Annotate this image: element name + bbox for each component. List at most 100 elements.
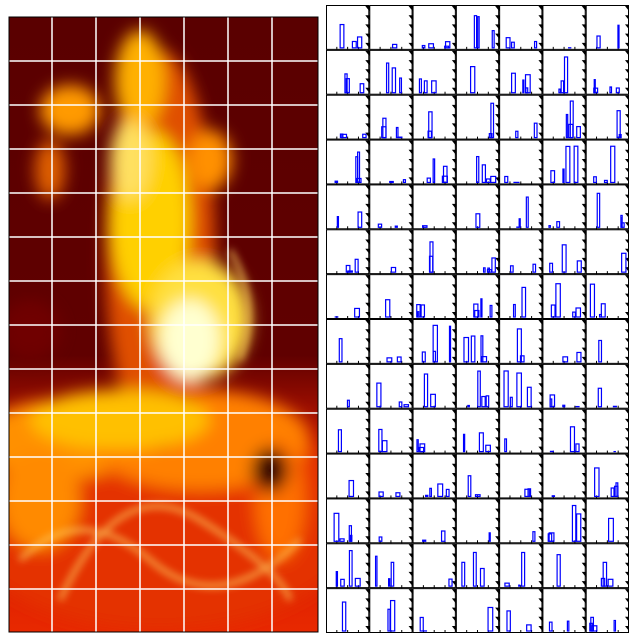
tick-mark [625, 454, 629, 460]
histogram-bar [532, 263, 537, 273]
histogram [585, 498, 629, 544]
histogram-bar [516, 372, 522, 408]
histogram [542, 5, 590, 50]
histogram [412, 498, 460, 544]
histogram-bar [390, 266, 397, 273]
histogram-frame [369, 94, 413, 140]
histogram-bar [490, 175, 497, 184]
histogram-frame [542, 274, 586, 319]
histogram-bar [610, 145, 616, 184]
histogram-bar [548, 532, 555, 542]
histogram-bar [341, 601, 347, 632]
histogram-bar [337, 429, 342, 453]
histogram [412, 588, 460, 633]
histogram-bar [561, 244, 567, 273]
histogram-bar [362, 133, 367, 139]
histogram-bar [596, 35, 601, 49]
histogram-frame [412, 184, 456, 230]
histogram-frame [455, 49, 500, 95]
histogram-frame [412, 543, 456, 589]
histogram [542, 453, 590, 499]
histogram [585, 408, 629, 454]
histogram-bar [518, 584, 521, 587]
histogram-bar [532, 531, 536, 542]
histogram-bar [603, 179, 608, 184]
tick-mark [625, 42, 629, 48]
histogram-bar [340, 578, 345, 587]
tick-mark [625, 24, 629, 30]
histogram-bar [548, 621, 553, 632]
histogram-bar [432, 158, 436, 184]
histogram-frame [585, 498, 629, 544]
histogram-frame [412, 5, 456, 50]
histogram-bar [474, 494, 481, 498]
histogram-bar [423, 373, 429, 408]
histogram-bar [339, 538, 345, 542]
histogram-bar [348, 549, 353, 587]
histogram-bar [339, 23, 345, 49]
histogram-bar [421, 351, 426, 363]
histogram-bar [348, 479, 355, 498]
flame-wisps [18, 248, 302, 602]
histogram-bar [593, 176, 597, 184]
histogram [455, 453, 504, 499]
histogram-bar [486, 269, 493, 273]
histogram [585, 229, 629, 275]
histogram-frame [412, 49, 456, 95]
tick-mark [625, 87, 629, 93]
histogram-frame [499, 139, 543, 185]
tick-mark [625, 562, 629, 568]
histogram [499, 274, 547, 319]
histogram [326, 453, 374, 499]
histogram [585, 319, 629, 364]
histogram [326, 319, 374, 364]
tick-mark [625, 33, 629, 39]
histogram-bar [521, 551, 526, 587]
tick-mark [625, 293, 629, 299]
histogram-bar [525, 87, 529, 94]
histogram-bar [549, 262, 554, 273]
histogram-frame [499, 498, 543, 544]
histogram-bar [336, 216, 340, 228]
histogram [499, 184, 547, 230]
histogram-bar [403, 404, 410, 408]
histogram-bar [432, 324, 439, 363]
histogram-frame [412, 363, 456, 409]
histogram-bar [488, 132, 493, 139]
histogram-bar [437, 483, 444, 498]
histogram-bar [474, 309, 480, 318]
histogram-bar [469, 66, 476, 94]
tick-mark [625, 364, 629, 370]
histogram [499, 319, 547, 364]
histogram-frame [369, 139, 413, 185]
histogram-bar [533, 40, 538, 49]
histogram [455, 229, 504, 275]
histogram-bar [354, 577, 361, 587]
heatmap [9, 17, 318, 632]
histogram-frame [542, 319, 586, 364]
histogram [499, 229, 547, 275]
tick-mark [625, 383, 629, 389]
histogram [585, 274, 629, 319]
histogram-bar [387, 608, 391, 632]
histogram-bar [385, 62, 390, 94]
histogram-bar [402, 179, 407, 184]
histogram [542, 94, 590, 140]
histogram [412, 319, 460, 364]
histogram-frame [585, 94, 629, 140]
histogram-frame [326, 94, 370, 140]
histogram-bar [390, 561, 395, 587]
tick-mark [625, 149, 629, 155]
histogram-bar [395, 126, 399, 139]
histogram-bar [600, 303, 606, 318]
histogram-frame [585, 319, 629, 364]
tick-mark [625, 159, 629, 164]
histogram [542, 319, 590, 364]
histogram-frame [326, 408, 370, 454]
histogram-bar [345, 78, 350, 94]
histogram-bar [461, 561, 466, 587]
histogram [499, 94, 547, 140]
histogram [542, 588, 590, 633]
histogram-bar [462, 433, 466, 453]
